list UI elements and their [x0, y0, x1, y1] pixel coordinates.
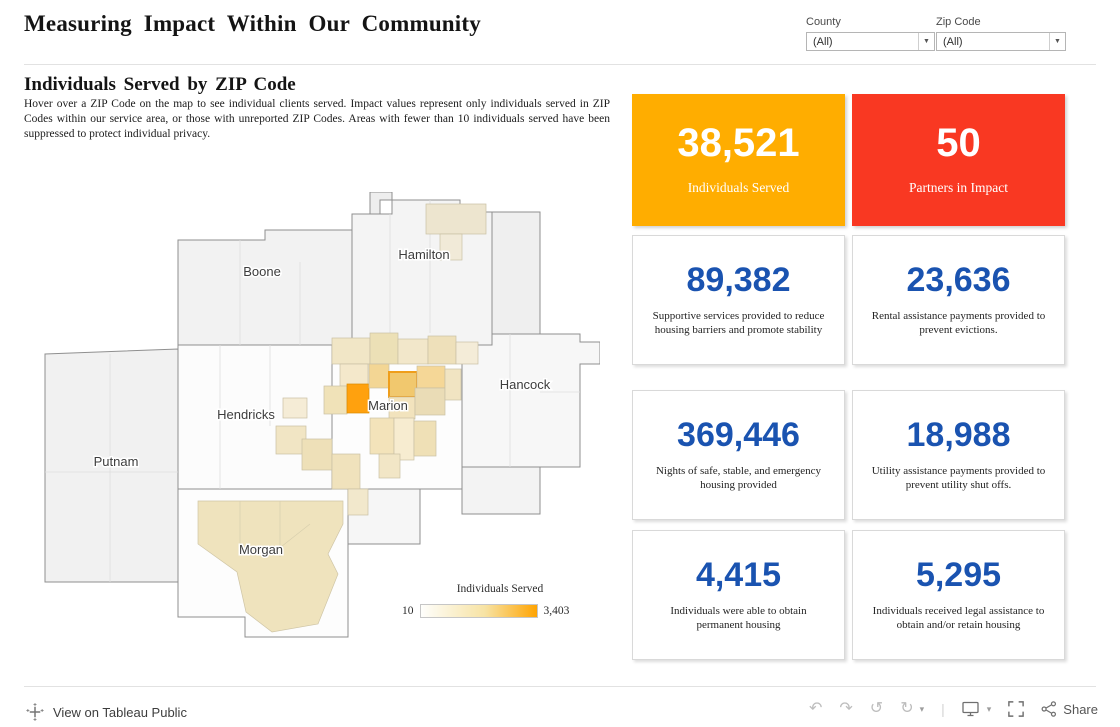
map-region-fragment[interactable]	[369, 191, 393, 215]
toolbar-separator: |	[941, 701, 945, 717]
kpi-label: Rental assistance payments provided to p…	[871, 310, 1046, 336]
county-label-putnam: Putnam	[94, 454, 139, 469]
county-filter: County (All) ▼	[806, 16, 935, 51]
kpi-value: 23,636	[906, 261, 1011, 299]
map-region-shelby-partial[interactable]	[461, 466, 541, 515]
device-preview-icon[interactable]	[962, 701, 981, 717]
county-labels: Boone Hamilton Hendricks Marion Hancock …	[92, 246, 552, 559]
kpi-label: Supportive services provided to reduce h…	[652, 310, 825, 336]
zipcode-filter-value: (All)	[943, 35, 963, 48]
kpi-card-individuals-served: 38,521 Individuals Served	[632, 94, 845, 226]
fullscreen-icon[interactable]	[1008, 701, 1025, 717]
legend-min: 10	[402, 605, 414, 617]
tableau-logo-icon	[26, 703, 44, 721]
footer-divider	[24, 686, 1096, 687]
kpi-label: Nights of safe, stable, and emergency ho…	[655, 465, 822, 491]
zipcode-filter: Zip Code (All) ▼	[936, 16, 1066, 51]
kpi-label: Individuals received legal assistance to…	[872, 605, 1045, 631]
chevron-down-icon: ▼	[1049, 33, 1065, 50]
share-button[interactable]: Share	[1041, 701, 1098, 717]
view-on-tableau-public-label: View on Tableau Public	[53, 704, 187, 720]
zipcode-filter-label: Zip Code	[936, 16, 981, 28]
zipcode-filter-select[interactable]: (All) ▼	[936, 32, 1066, 51]
kpi-card-utility-assistance: 18,988 Utility assistance payments provi…	[852, 390, 1065, 520]
header-divider	[24, 64, 1096, 65]
kpi-value: 18,988	[906, 416, 1011, 454]
undo-icon[interactable]: ↶	[808, 700, 823, 717]
map-region-boone[interactable]	[177, 229, 353, 346]
kpi-value: 50	[936, 121, 981, 166]
county-label-boone: Boone	[243, 264, 281, 279]
county-filter-select[interactable]: (All) ▼	[806, 32, 935, 51]
redo-icon[interactable]: ↷	[839, 700, 853, 717]
map-region-madison-partial[interactable]	[491, 211, 541, 335]
kpi-value: 369,446	[677, 416, 800, 454]
kpi-label: Individuals were able to obtain permanen…	[670, 605, 807, 631]
county-label-hamilton: Hamilton	[398, 247, 449, 262]
kpi-card-rental-assistance: 23,636 Rental assistance payments provid…	[852, 235, 1065, 365]
chevron-down-icon[interactable]: ▾	[919, 703, 925, 714]
zip-cell-max	[346, 383, 370, 414]
zip-map[interactable]: Boone Hamilton Hendricks Marion Hancock …	[40, 191, 601, 650]
legend-title: Individuals Served	[456, 583, 544, 595]
revert-icon[interactable]: ↺	[869, 700, 884, 717]
kpi-label: Individuals Served	[687, 180, 790, 196]
county-label-marion: Marion	[368, 398, 408, 413]
kpi-label: Utility assistance payments provided to …	[871, 465, 1046, 491]
toolbar: ↶ ↷ ↺ ↻ ▾ | ▾ Share	[808, 700, 1098, 718]
kpi-value: 5,295	[915, 556, 1002, 594]
share-icon	[1041, 701, 1057, 717]
page-title: Measuring Impact Within Our Community	[24, 11, 481, 36]
kpi-card-partners: 50 Partners in Impact	[852, 94, 1065, 226]
county-label-hancock: Hancock	[500, 377, 551, 392]
county-filter-value: (All)	[813, 35, 833, 48]
zip-boundaries	[45, 200, 580, 582]
map-section-title: Individuals Served by ZIP Code	[24, 74, 296, 95]
chevron-down-icon: ▼	[918, 33, 934, 50]
legend-max: 3,403	[543, 605, 570, 617]
county-label-hendricks: Hendricks	[217, 407, 275, 422]
refresh-icon[interactable]: ↻	[900, 700, 914, 717]
county-label-morgan: Morgan	[239, 542, 283, 557]
legend-gradient-bar	[419, 604, 538, 618]
kpi-card-nights-housing: 369,446 Nights of safe, stable, and emer…	[632, 390, 845, 520]
kpi-value: 89,382	[686, 261, 791, 299]
zip-map-svg[interactable]: Boone Hamilton Hendricks Marion Hancock …	[40, 191, 601, 650]
kpi-value: 4,415	[695, 556, 782, 594]
zip-cells[interactable]	[197, 203, 487, 633]
county-filter-label: County	[806, 16, 841, 28]
kpi-card-supportive-services: 89,382 Supportive services provided to r…	[632, 235, 845, 365]
kpi-card-legal-assistance: 5,295 Individuals received legal assista…	[852, 530, 1065, 660]
map-legend: Individuals Served 10 3,403	[402, 583, 598, 618]
kpi-label: Partners in Impact	[909, 180, 1008, 196]
map-section-description: Hover over a ZIP Code on the map to see …	[24, 98, 610, 140]
kpi-value: 38,521	[677, 121, 800, 166]
map-region-hancock[interactable]	[461, 333, 601, 468]
kpi-card-permanent-housing: 4,415 Individuals were able to obtain pe…	[632, 530, 845, 660]
view-on-tableau-public-link[interactable]: View on Tableau Public	[26, 703, 187, 721]
share-label: Share	[1063, 701, 1098, 717]
chevron-down-icon[interactable]: ▾	[986, 703, 992, 714]
